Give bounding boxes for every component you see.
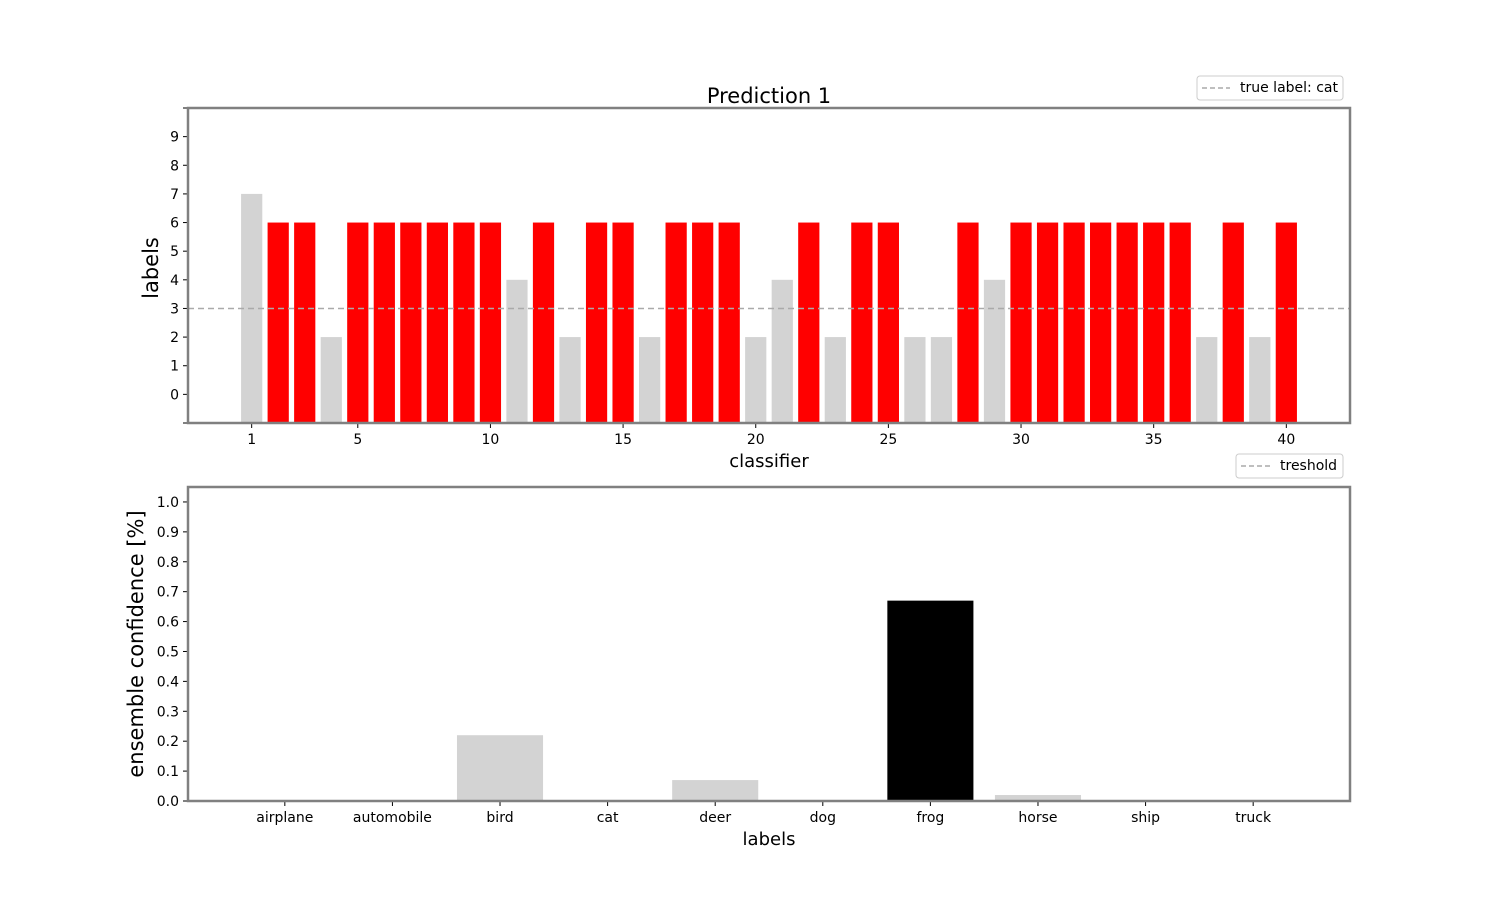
chart1-ytick-label: 9 bbox=[170, 130, 179, 146]
classifier-bar-24 bbox=[851, 223, 872, 423]
classifier-bar-28 bbox=[957, 223, 978, 423]
chart1-xtick-label: 1 bbox=[247, 432, 256, 448]
classifier-bar-5 bbox=[347, 223, 368, 423]
chart1-xtick-label: 15 bbox=[614, 432, 632, 448]
classifier-bar-35 bbox=[1143, 223, 1164, 423]
classifier-bar-38 bbox=[1223, 223, 1244, 423]
chart1-xtick-label: 20 bbox=[747, 432, 765, 448]
classifier-bar-26 bbox=[904, 337, 925, 423]
classifier-bar-15 bbox=[612, 223, 633, 423]
chart1-xtick-label: 5 bbox=[353, 432, 362, 448]
chart1-ytick-label: 8 bbox=[170, 158, 179, 174]
chart1-ytick-label: 4 bbox=[170, 273, 179, 289]
chart2-ytick-label: 0.1 bbox=[157, 764, 179, 780]
chart2-ytick-label: 1.0 bbox=[157, 495, 179, 511]
chart2-ytick-label: 0.8 bbox=[157, 555, 179, 571]
chart2-xtick-label: truck bbox=[1235, 810, 1272, 826]
chart1-ytick-label: 5 bbox=[170, 244, 179, 260]
classifier-bar-3 bbox=[294, 223, 315, 423]
chart2-ytick-label: 0.5 bbox=[157, 644, 179, 660]
chart2-xtick-label: bird bbox=[486, 810, 513, 826]
chart2-xtick-label: dog bbox=[810, 810, 836, 826]
classifier-bar-30 bbox=[1010, 223, 1031, 423]
chart2-xtick-label: automobile bbox=[353, 810, 432, 826]
ensemble-confidence-chart: 0.0 0.1 0.2 0.3 0.4 0.5 0.6 0.7 0.8 0.9 1.0 airpla… bbox=[124, 454, 1350, 850]
chart1-legend-label: true label: cat bbox=[1240, 80, 1338, 96]
classifier-bar-39 bbox=[1249, 337, 1270, 423]
classifier-bar-12 bbox=[533, 223, 554, 423]
chart2-ytick-label: 0.4 bbox=[157, 674, 179, 690]
chart1-ylabel: labels bbox=[139, 237, 163, 299]
chart2-ytick-label: 0.0 bbox=[157, 794, 179, 810]
classifier-bar-7 bbox=[400, 223, 421, 423]
chart2-ytick-label: 0.9 bbox=[157, 525, 179, 541]
chart2-ytick-label: 0.3 bbox=[157, 704, 179, 720]
classifier-bar-4 bbox=[321, 337, 342, 423]
chart1-ytick-label: 3 bbox=[170, 301, 179, 317]
chart1-xtick-label: 10 bbox=[482, 432, 500, 448]
chart1-xtick-label: 30 bbox=[1012, 432, 1030, 448]
classifier-bar-40 bbox=[1276, 223, 1297, 423]
confidence-bar-frog bbox=[887, 601, 973, 801]
classifier-bar-34 bbox=[1117, 223, 1138, 423]
chart1-xtick-label: 35 bbox=[1145, 432, 1163, 448]
classifier-bar-20 bbox=[745, 337, 766, 423]
chart2-frame bbox=[188, 487, 1350, 801]
classifier-bar-11 bbox=[506, 280, 527, 423]
classifier-bar-33 bbox=[1090, 223, 1111, 423]
chart2-xtick-label: airplane bbox=[256, 810, 313, 826]
classifier-bar-8 bbox=[427, 223, 448, 423]
classifier-bar-32 bbox=[1063, 223, 1084, 423]
chart1-xtick-label: 25 bbox=[879, 432, 897, 448]
classifier-bar-17 bbox=[666, 223, 687, 423]
classifier-bar-23 bbox=[825, 337, 846, 423]
chart2-xtick-label: ship bbox=[1131, 810, 1160, 826]
classifier-bar-18 bbox=[692, 223, 713, 423]
chart1-ytick-label: 1 bbox=[170, 359, 179, 375]
chart2-xtick-label: deer bbox=[699, 810, 731, 826]
chart1-ytick-label: 6 bbox=[170, 216, 179, 232]
chart2-xtick-label: frog bbox=[916, 810, 944, 826]
classifier-bar-36 bbox=[1170, 223, 1191, 423]
classifier-bar-19 bbox=[719, 223, 740, 423]
chart1-ytick-label: 0 bbox=[170, 387, 179, 403]
classifier-bar-37 bbox=[1196, 337, 1217, 423]
classifier-bar-16 bbox=[639, 337, 660, 423]
classifier-bar-10 bbox=[480, 223, 501, 423]
chart2-xtick-label: cat bbox=[597, 810, 619, 826]
chart2-legend-label: treshold bbox=[1280, 458, 1337, 474]
chart2-ytick-label: 0.6 bbox=[157, 615, 179, 631]
chart2-ylabel: ensemble confidence [%] bbox=[124, 510, 148, 777]
chart1-ytick-label: 7 bbox=[170, 187, 179, 203]
chart1-title: Prediction 1 bbox=[707, 84, 831, 108]
classifier-bar-22 bbox=[798, 223, 819, 423]
classifier-bar-2 bbox=[268, 223, 289, 423]
classifier-bar-13 bbox=[559, 337, 580, 423]
chart1-xlabel: classifier bbox=[729, 451, 809, 472]
confidence-bar-deer bbox=[672, 780, 758, 801]
chart2-xtick-label: horse bbox=[1018, 810, 1057, 826]
chart1-legend: true label: cat bbox=[1197, 76, 1343, 100]
chart1-xtick-label: 40 bbox=[1277, 432, 1295, 448]
classifier-bar-21 bbox=[772, 280, 793, 423]
chart2-ytick-label: 0.2 bbox=[157, 734, 179, 750]
classifier-bar-9 bbox=[453, 223, 474, 423]
classifier-bar-27 bbox=[931, 337, 952, 423]
classifier-bar-29 bbox=[984, 280, 1005, 423]
classifier-bar-31 bbox=[1037, 223, 1058, 423]
confidence-bar-bird bbox=[457, 735, 543, 801]
classifier-bar-6 bbox=[374, 223, 395, 423]
chart2-legend: treshold bbox=[1236, 454, 1343, 478]
chart2-xlabel: labels bbox=[743, 829, 796, 850]
chart1-ytick-label: 2 bbox=[170, 330, 179, 346]
classifier-bar-14 bbox=[586, 223, 607, 423]
classifier-bar-25 bbox=[878, 223, 899, 423]
chart2-ytick-label: 0.7 bbox=[157, 585, 179, 601]
